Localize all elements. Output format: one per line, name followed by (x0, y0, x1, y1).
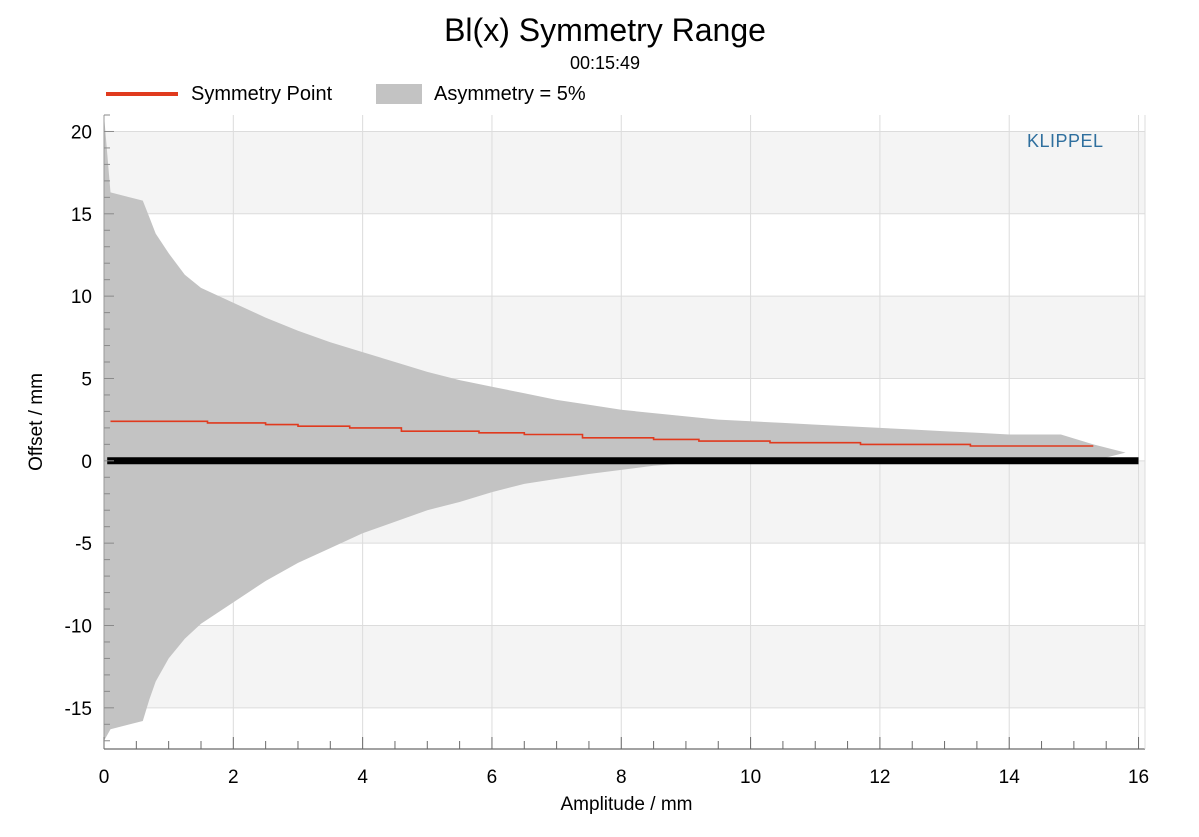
y-tick-label: -15 (65, 699, 92, 720)
legend-item-symmetry-point: Symmetry Point (106, 82, 332, 106)
x-tick-label: 6 (487, 767, 498, 788)
x-tick-label: 4 (357, 767, 368, 788)
symmetry-point-line (110, 420, 1094, 447)
legend-label-asymmetry: Asymmetry = 5% (434, 82, 586, 105)
background-band (104, 131, 1145, 214)
asymmetry-band (104, 115, 1126, 741)
legend-label-symmetry-point: Symmetry Point (191, 82, 333, 105)
x-axis-label: Amplitude / mm (561, 794, 693, 815)
y-tick-label: 10 (71, 287, 92, 308)
y-tick-label: 5 (81, 369, 92, 390)
chart-subtitle: 00:15:49 (569, 53, 641, 73)
y-axis-label: Offset / mm (26, 373, 47, 471)
x-tick-label: 2 (228, 767, 239, 788)
y-tick-label: 15 (71, 205, 92, 226)
legend-line-symbol (106, 92, 178, 96)
y-tick-label: 20 (71, 122, 92, 143)
x-tick-label: 10 (740, 767, 761, 788)
x-tick-label: 8 (616, 767, 627, 788)
x-tick-label: 16 (1128, 767, 1149, 788)
legend-item-asymmetry: Asymmetry = 5% (376, 82, 586, 106)
legend-area-swatch (376, 84, 422, 104)
background-band (104, 625, 1145, 708)
x-tick-label: 0 (99, 767, 110, 788)
chart-title: Bl(x) Symmetry Range (444, 12, 766, 48)
y-tick-label: -10 (65, 616, 92, 637)
x-tick-label: 12 (869, 767, 890, 788)
x-tick-label: 14 (999, 767, 1021, 788)
y-tick-label: 0 (81, 452, 92, 473)
klippel-watermark: KLIPPEL (1027, 131, 1104, 151)
y-tick-label: -5 (75, 534, 92, 555)
